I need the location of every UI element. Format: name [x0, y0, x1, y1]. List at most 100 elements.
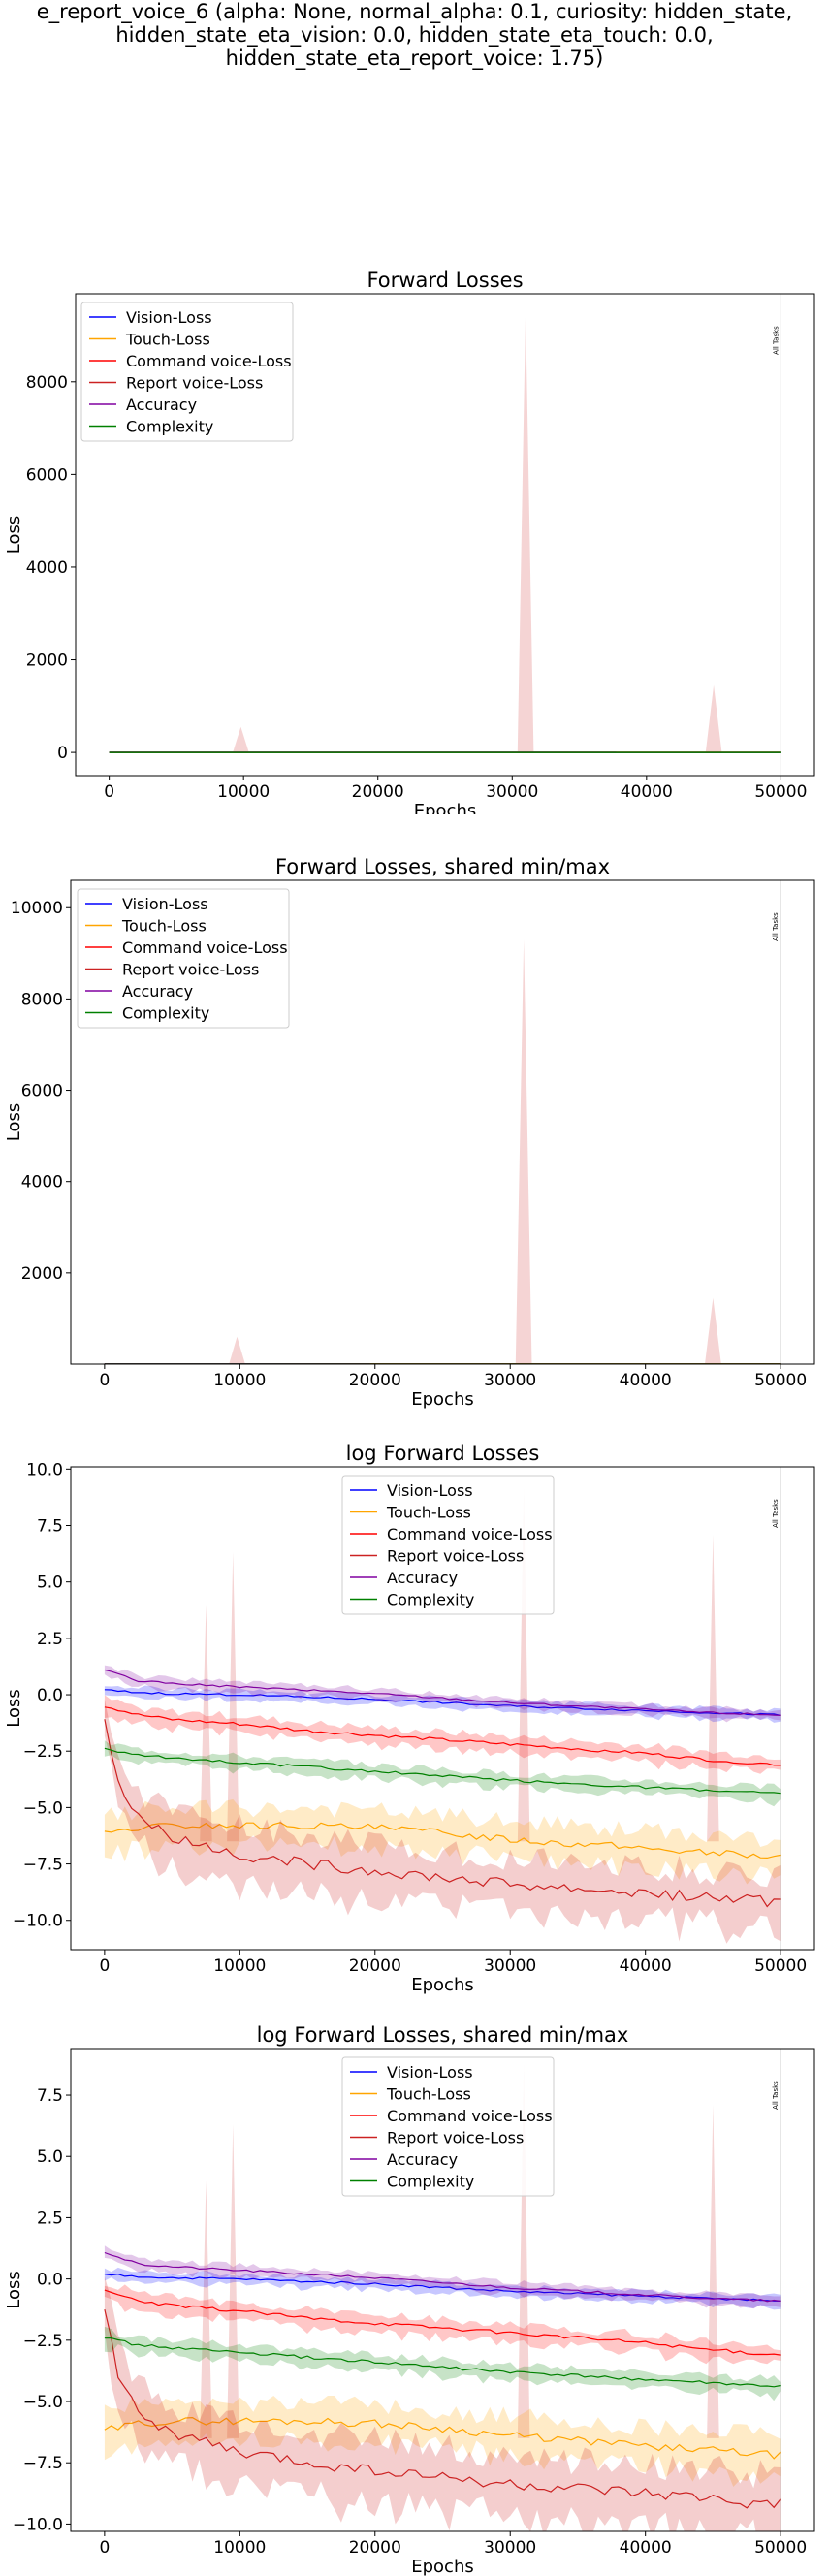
y-tick-label-4: 10000: [11, 899, 63, 918]
band-touch-loss: [104, 1798, 781, 1885]
y-axis-label: Loss: [4, 2271, 24, 2308]
y-axis-label: Loss: [4, 516, 24, 554]
series-touch-loss: [104, 1822, 781, 1860]
y-tick-label-2: −5.0: [23, 1798, 63, 1818]
x-tick-label-1: 10000: [213, 1956, 266, 1976]
vline-label: All Tasks: [772, 326, 780, 355]
legend-label-report-voice-loss: Report voice-Loss: [387, 2129, 524, 2147]
x-tick-label-2: 20000: [352, 782, 404, 802]
x-tick-label-4: 40000: [621, 782, 673, 802]
series-complexity: [104, 2337, 781, 2388]
plot-area: [104, 1486, 781, 1944]
chart-log-forward-losses-shared-svg: log Forward Losses, shared min/max All Ta…: [4, 2023, 815, 2576]
legend-label-vision-loss: Vision-Loss: [122, 895, 208, 913]
x-axis-label: Epochs: [411, 2557, 474, 2576]
y-tick-label-3: −2.5: [23, 1742, 63, 1762]
legend-label-report-voice-loss: Report voice-Loss: [387, 1547, 524, 1566]
chart-title: Forward Losses, shared min/max: [275, 855, 610, 878]
band-report-voice-loss: [104, 1699, 781, 1944]
chart-forward-losses: Forward Losses All Tasks 0 10000 20000 30000 4…: [0, 262, 829, 814]
vline-label: All Tasks: [772, 1499, 780, 1528]
y-tick-label-4: 0.0: [37, 2271, 63, 2290]
series-report-voice-loss: [104, 2308, 781, 2509]
x-tick-label-0: 0: [99, 2538, 110, 2558]
suptitle-line-3: hidden_state_eta_report_voice: 1.75): [225, 47, 604, 70]
legend: Vision-Loss Touch-Loss Command voice-Loss R…: [80, 302, 294, 442]
spike-0: [200, 2180, 212, 2438]
vline-label: All Tasks: [772, 2081, 780, 2110]
legend: Vision-Loss Touch-Loss Command voice-Loss R…: [77, 888, 290, 1029]
chart-forward-losses-shared-svg: Forward Losses, shared min/max All Tasks 0…: [4, 855, 815, 1410]
chart-log-forward-losses-svg: log Forward Losses All Tasks 0 10000 20000 30…: [4, 1442, 815, 1995]
y-tick-label-7: 7.5: [37, 2086, 63, 2106]
series-command-voice-loss: [104, 1706, 781, 1766]
x-tick-label-4: 40000: [620, 1371, 672, 1390]
x-axis-label: Epochs: [411, 1975, 474, 1995]
series-vision-loss: [104, 1689, 781, 1716]
legend-label-accuracy: Accuracy: [387, 2150, 458, 2169]
series-accuracy: [104, 2251, 781, 2303]
y-axis-label: Loss: [4, 1103, 24, 1141]
series-touch-loss: [104, 2416, 781, 2460]
legend-box: [341, 1475, 555, 1615]
legend-box: [77, 888, 290, 1029]
legend-label-complexity: Complexity: [122, 1004, 209, 1023]
x-tick-label-2: 20000: [349, 2538, 401, 2558]
legend-label-touch-loss: Touch-Loss: [386, 1504, 471, 1522]
band-vision-loss: [104, 2267, 781, 2310]
series-command-voice-loss: [104, 2289, 781, 2356]
legend-label-vision-loss: Vision-Loss: [387, 2063, 473, 2082]
legend-label-report-voice-loss: Report voice-Loss: [122, 961, 259, 979]
y-tick-label-6: 5.0: [37, 2147, 63, 2167]
axes-frame: [70, 1466, 815, 1951]
suptitle-line-2: hidden_state_eta_vision: 0.0, hidden_sta…: [115, 23, 714, 47]
plot-area: [109, 312, 781, 753]
legend-label-touch-loss: Touch-Loss: [386, 2085, 471, 2104]
y-tick-label-0: −10.0: [13, 2515, 63, 2534]
x-tick-label-5: 50000: [754, 782, 807, 802]
x-tick-label-5: 50000: [754, 1956, 807, 1976]
chart-title: Forward Losses: [367, 269, 523, 292]
x-tick-label-2: 20000: [349, 1956, 401, 1976]
x-tick-label-1: 10000: [213, 2538, 266, 2558]
x-tick-label-1: 10000: [217, 782, 270, 802]
legend-label-report-voice-loss: Report voice-Loss: [126, 374, 263, 393]
legend-box: [80, 302, 294, 442]
chart-title: log Forward Losses, shared min/max: [257, 2023, 629, 2047]
y-tick-label-2: 4000: [26, 558, 68, 578]
y-tick-label-2: −5.0: [23, 2393, 63, 2412]
y-tick-label-3: −2.5: [23, 2332, 63, 2351]
spike-2: [517, 2063, 530, 2438]
y-tick-label-5: 2.5: [37, 2209, 63, 2228]
y-tick-label-3: 8000: [21, 990, 63, 1009]
y-tick-label-1: 4000: [21, 1173, 63, 1193]
spike-2: [705, 684, 722, 753]
x-axis-label: Epochs: [414, 801, 477, 814]
x-tick-label-4: 40000: [620, 1956, 672, 1976]
legend: Vision-Loss Touch-Loss Command voice-Loss R…: [341, 1475, 555, 1615]
chart-forward-losses-shared: Forward Losses, shared min/max All Tasks 0…: [0, 848, 829, 1411]
band-accuracy: [104, 2245, 781, 2309]
series-vision-loss: [104, 2274, 781, 2302]
chart-log-forward-losses: log Forward Losses All Tasks 0 10000 20000 30…: [0, 1435, 829, 1997]
legend-label-complexity: Complexity: [126, 418, 213, 436]
series-complexity: [104, 1747, 781, 1795]
y-axis-label: Loss: [4, 1689, 24, 1727]
x-tick-label-5: 50000: [754, 1371, 807, 1390]
x-tick-label-3: 30000: [484, 1371, 536, 1390]
plot-area: [104, 2063, 781, 2531]
legend-label-complexity: Complexity: [387, 2173, 474, 2191]
spike-3: [707, 2105, 719, 2438]
legend-label-command-voice-loss: Command voice-Loss: [387, 1525, 553, 1543]
chart-log-forward-losses-shared: log Forward Losses, shared min/max All Ta…: [0, 2017, 829, 2576]
legend-label-command-voice-loss: Command voice-Loss: [387, 2107, 553, 2125]
spike-1: [517, 312, 534, 753]
legend-label-accuracy: Accuracy: [122, 982, 193, 1001]
axes-frame: [70, 879, 815, 1365]
y-tick-label-7: 7.5: [37, 1517, 63, 1537]
x-tick-label-4: 40000: [620, 2538, 672, 2558]
chart-title: log Forward Losses: [346, 1442, 540, 1465]
vline-label: All Tasks: [772, 912, 780, 941]
legend-label-complexity: Complexity: [387, 1591, 474, 1609]
